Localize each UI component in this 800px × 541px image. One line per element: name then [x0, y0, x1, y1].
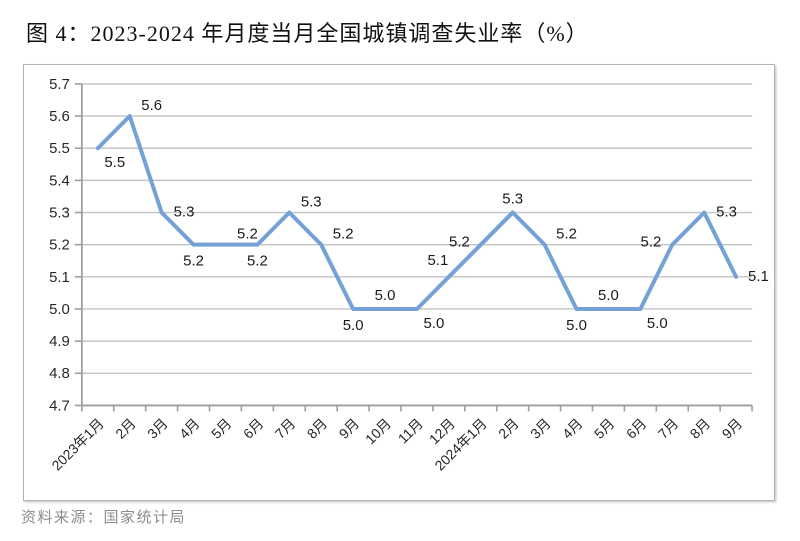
x-tick-label: 11月	[395, 415, 426, 446]
x-tick-label: 6月	[240, 415, 267, 442]
chart-title: 图 4：2023-2024 年月度当月全国城镇调查失业率（%）	[26, 21, 589, 46]
data-label: 5.2	[247, 253, 268, 270]
x-tick-label: 3月	[527, 415, 554, 442]
y-tick-label: 4.9	[49, 333, 70, 350]
data-label: 5.0	[375, 287, 396, 304]
x-tick-label: 8月	[304, 415, 331, 442]
data-label: 5.2	[449, 234, 470, 251]
unemployment-rate-line-chart: 4.74.84.95.05.15.25.35.45.55.65.72023年1月…	[48, 76, 769, 474]
x-tick-label: 3月	[144, 415, 171, 442]
x-tick-label: 2023年1月	[48, 415, 106, 473]
x-tick-label: 6月	[623, 415, 650, 442]
data-label: 5.2	[237, 226, 258, 243]
x-tick-label: 4月	[559, 415, 586, 442]
data-label: 5.0	[598, 287, 619, 304]
y-tick-label: 5.4	[49, 172, 70, 189]
x-tick-label: 7月	[272, 415, 299, 442]
data-label: 5.2	[556, 226, 577, 243]
data-label: 5.1	[748, 268, 769, 285]
chart-plot-container: 4.7 4.8 4.9 5.0 5.1 5.2 5.3 5.4 5.5 5.6 5.7 2023年1月…	[23, 64, 775, 501]
data-label: 5.5	[104, 154, 125, 171]
data-label: 5.1	[428, 252, 449, 269]
x-tick-label: 5月	[591, 415, 618, 442]
y-tick-label: 5.0	[49, 301, 70, 318]
source-note: 资料来源：国家统计局	[21, 510, 187, 526]
data-label: 5.0	[343, 317, 364, 334]
x-tick-label: 5月	[208, 415, 235, 442]
x-tick-label: 9月	[719, 415, 746, 442]
x-tick-label: 7月	[655, 415, 682, 442]
x-tick-label: 4月	[176, 415, 203, 442]
data-label: 5.3	[502, 191, 523, 208]
data-label: 5.0	[566, 317, 587, 334]
y-tick-label: 5.2	[49, 237, 70, 254]
data-label: 5.2	[641, 234, 662, 251]
x-tick-label: 8月	[687, 415, 714, 442]
series-line	[95, 114, 739, 311]
x-tick-label: 10月	[362, 415, 394, 447]
data-label: 5.2	[333, 226, 354, 243]
y-tick-label: 5.7	[49, 76, 70, 93]
y-tick-label: 5.3	[49, 205, 70, 222]
y-tick-label: 5.1	[49, 269, 70, 286]
y-tick-label: 4.8	[49, 365, 70, 382]
x-tick-label: 9月	[336, 415, 363, 442]
data-label: 5.3	[301, 194, 322, 211]
data-label: 5.3	[174, 204, 195, 221]
data-label: 5.3	[716, 204, 737, 221]
x-tick-label: 2月	[495, 415, 522, 442]
y-tick-label: 5.6	[49, 108, 70, 125]
x-tick-label: 2月	[112, 415, 139, 442]
data-label: 5.0	[424, 315, 445, 332]
y-tick-label: 5.5	[49, 140, 70, 157]
data-label: 5.6	[141, 97, 162, 114]
y-tick-label: 4.7	[49, 397, 70, 414]
data-label: 5.2	[183, 253, 204, 270]
data-label: 5.0	[647, 315, 668, 332]
